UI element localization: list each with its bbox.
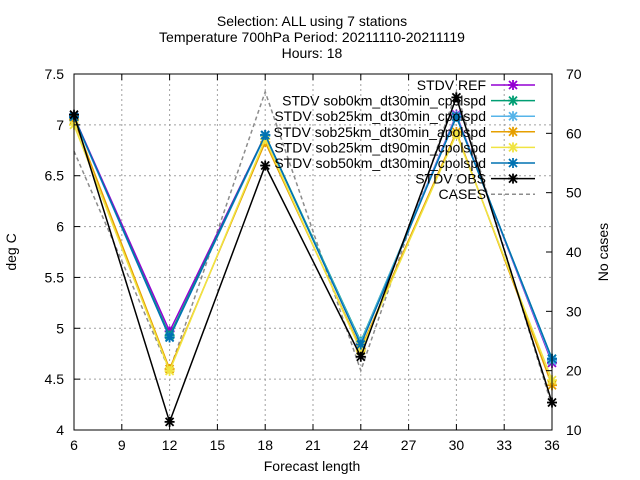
legend-marker	[508, 80, 518, 90]
series-line-4	[73, 124, 553, 381]
series-line-6	[73, 95, 553, 425]
y2-tick-label: 30	[566, 303, 582, 319]
y-tick-label: 5	[56, 320, 64, 336]
y-tick-label: 6.5	[45, 168, 65, 184]
legend-label: STDV sob50km_dt30min_cpolspd	[274, 155, 486, 171]
x-tick-label: 24	[353, 437, 369, 453]
legend-label: CASES	[439, 186, 486, 202]
y-tick-label: 7	[56, 117, 64, 133]
y2-axis-label: No cases	[595, 223, 611, 281]
data-point	[164, 332, 175, 343]
y2-tick-label: 10	[566, 422, 582, 438]
legend-marker	[508, 142, 518, 153]
y2-axis-ticks: 10 20 30 40 50 60 70	[546, 66, 582, 438]
title-line-3: Hours: 18	[282, 45, 343, 61]
y-tick-label: 4	[56, 422, 64, 438]
data-point	[451, 129, 462, 140]
x-tick-label: 18	[257, 437, 273, 453]
y-tick-label: 7.5	[45, 66, 65, 82]
x-tick-label: 30	[449, 437, 465, 453]
legend-marker	[508, 173, 518, 184]
legend-label: STDV OBS	[415, 171, 486, 187]
title-line-2: Temperature 700hPa Period: 20211110-2021…	[159, 29, 465, 45]
legend-marker	[508, 111, 518, 122]
x-tick-label: 33	[496, 437, 512, 453]
legend-marker	[508, 158, 518, 168]
y2-tick-label: 40	[566, 244, 582, 260]
x-tick-label: 36	[544, 437, 560, 453]
y-tick-label: 5.5	[45, 269, 65, 285]
legend-label: STDV REF	[417, 77, 486, 93]
data-point	[260, 160, 271, 171]
x-tick-label: 12	[162, 437, 178, 453]
data-point	[451, 92, 462, 103]
chart-title: Selection: ALL using 7 stations Temperat…	[159, 13, 465, 61]
series-line-cases	[73, 89, 553, 407]
y-tick-label: 4.5	[45, 371, 65, 387]
legend-label: STDV sob0km_dt30min_cpolspd	[282, 93, 486, 109]
legend-label: STDV sob25km_dt30min_cpolspd	[274, 108, 486, 124]
x-tick-label: 27	[401, 437, 417, 453]
title-line-1: Selection: ALL using 7 stations	[217, 13, 407, 29]
y2-tick-label: 70	[566, 66, 582, 82]
data-point	[355, 339, 366, 350]
x-tick-label: 6	[70, 437, 78, 453]
x-tick-label: 21	[305, 437, 321, 453]
x-tick-label: 15	[210, 437, 226, 453]
legend-marker	[508, 126, 518, 137]
x-axis-label: Forecast length	[264, 458, 361, 474]
y-tick-label: 6	[56, 219, 64, 235]
y2-tick-label: 60	[566, 125, 582, 141]
legend-marker	[508, 95, 518, 106]
data-point	[355, 351, 366, 362]
plot-lines	[69, 89, 557, 427]
y-axis-ticks: 4 4.5 5 5.5 6 6.5 7 7.5	[45, 66, 80, 438]
x-tick-label: 9	[118, 437, 126, 453]
data-point	[260, 130, 271, 141]
y2-tick-label: 50	[566, 185, 582, 201]
legend-label: STDV sob25km_dt30min_apolspd	[274, 124, 486, 140]
legend-label: STDV sob25km_dt90min_cpolspd	[274, 139, 486, 155]
x-axis-ticks: 6 9 12 15 18 21 24 27 30 33 36	[70, 74, 560, 453]
data-point	[164, 416, 175, 427]
series-line-5	[73, 114, 553, 360]
y2-tick-label: 20	[566, 363, 582, 379]
y-axis-label: deg C	[3, 233, 19, 270]
data-point	[451, 111, 462, 122]
data-point	[164, 366, 175, 377]
